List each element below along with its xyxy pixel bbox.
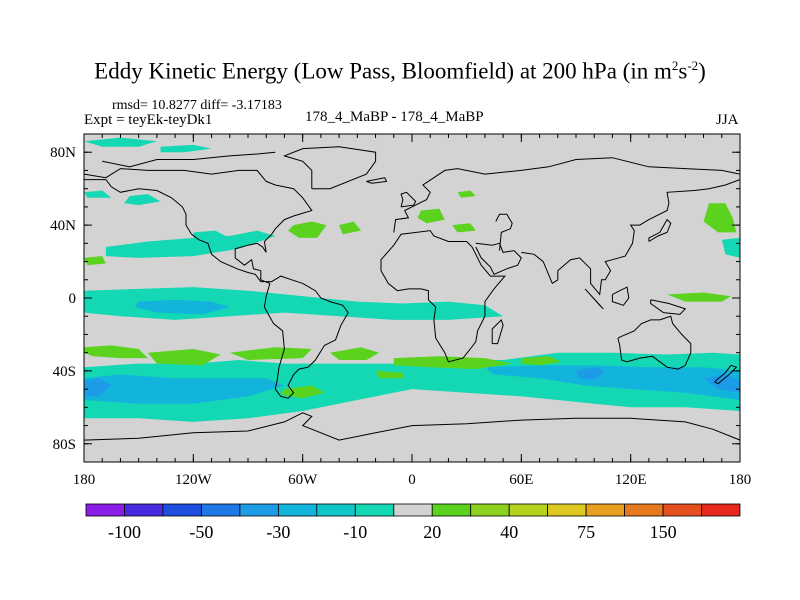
colorbar-label: -50 — [189, 522, 213, 542]
contour-region--20 — [160, 144, 212, 153]
coastline-segment — [611, 286, 630, 306]
contour-region--30 — [135, 299, 230, 315]
y-tick-label: 80N — [50, 145, 76, 161]
contour-region--20 — [193, 230, 230, 242]
colorbar-label: 40 — [500, 522, 518, 542]
colorbar-box — [124, 503, 164, 517]
colorbar-box — [354, 503, 395, 517]
contour-region--20 — [721, 237, 740, 258]
coastline-segment — [491, 318, 504, 345]
colorbar-box — [662, 503, 702, 517]
colorbar-label: -100 — [108, 522, 141, 542]
rmsd-label: rmsd= 10.8277 diff= -3.17183 — [112, 98, 282, 113]
contour-region--40 — [576, 367, 606, 380]
colorbar-box — [624, 503, 664, 517]
axis-ticks: 180 120W 60W 0 60E 120E 180 80N 40N 0 40S 80S — [50, 133, 752, 488]
experiment-label: Expt = teyEk-teyDk1 — [84, 112, 213, 128]
x-tick-label: 120W — [175, 472, 213, 488]
colorbar-label: -30 — [266, 522, 290, 542]
contour-region-20 — [84, 345, 148, 359]
units-exponent-s: -2 — [687, 58, 699, 73]
contour-region-20 — [375, 370, 403, 379]
season-label: JJA — [716, 112, 739, 128]
colorbar: -100 -50 -30 -10 20 40 75 150 — [85, 503, 741, 542]
colorbar-box — [239, 503, 279, 517]
y-tick-label: 40N — [50, 218, 76, 234]
coastlines — [84, 146, 740, 441]
colorbar-box — [162, 503, 202, 517]
x-tick-label: 60E — [509, 472, 533, 488]
coastline-segment — [102, 151, 276, 168]
colorbar-box — [200, 503, 241, 517]
y-tick-label: 40S — [53, 364, 76, 380]
units-s: s — [678, 58, 688, 84]
coastline-segment — [495, 213, 513, 251]
x-tick-label: 60W — [288, 472, 318, 488]
contour-region-20 — [457, 190, 476, 198]
contour-region-20 — [417, 208, 445, 224]
contour-region--20 — [84, 190, 112, 198]
x-tick-label: 180 — [729, 472, 752, 488]
colorbar-box — [508, 503, 549, 517]
contour-region--40 — [84, 378, 112, 397]
colorbar-box — [547, 503, 587, 517]
coastline-segment — [521, 179, 740, 296]
colorbar-label: 150 — [650, 522, 677, 542]
coastline-segment — [648, 218, 672, 242]
contour-region-20 — [703, 203, 737, 233]
y-tick-label: 0 — [69, 291, 77, 307]
coastline-segment — [84, 168, 349, 399]
coastline-segment — [584, 288, 604, 310]
x-tick-label: 180 — [73, 472, 96, 488]
contour-region-20 — [521, 356, 562, 366]
x-tick-label: 0 — [408, 472, 416, 488]
coastline-segment — [84, 412, 740, 441]
colorbar-box — [316, 503, 356, 517]
coastline-segment — [400, 191, 417, 208]
colorbar-box — [585, 503, 625, 517]
contour-region-20 — [330, 347, 380, 360]
colorbar-box — [431, 503, 472, 517]
colorbar-label: 75 — [577, 522, 595, 542]
colorbar-label: 20 — [423, 522, 441, 542]
cases-label: 178_4_MaBP - 178_4_MaBP — [305, 109, 484, 125]
contour-region-20 — [288, 221, 327, 238]
contour-region-20 — [452, 223, 476, 233]
contour-region-20 — [147, 349, 221, 366]
coastline-segment — [475, 242, 522, 275]
contour-region--20 — [105, 230, 276, 258]
contour-region--20 — [84, 137, 157, 147]
colorbar-box — [701, 503, 741, 517]
contour-region--20 — [124, 194, 161, 206]
contour-region-20 — [84, 256, 106, 266]
coastline-segment — [366, 177, 388, 184]
coastline-segment — [393, 157, 740, 233]
coastline-segment — [282, 146, 377, 190]
colorbar-box — [85, 503, 125, 517]
y-tick-label: 80S — [53, 437, 76, 453]
colorbar-box — [277, 503, 318, 517]
contour-fills — [84, 137, 740, 422]
contour-region-20 — [339, 221, 361, 235]
contour-region-20 — [393, 356, 513, 370]
colorbar-box — [470, 503, 510, 517]
contour-region--30 — [84, 374, 285, 404]
chart-title: Eddy Kinetic Energy (Low Pass, Bloomfiel… — [0, 58, 800, 85]
colorbar-label: -10 — [343, 522, 367, 542]
units-exponent-m: 2 — [671, 58, 679, 73]
coastline-segment — [380, 230, 506, 363]
coastline-segment — [714, 364, 738, 385]
chart-title-text: Eddy Kinetic Energy (Low Pass, Bloomfiel… — [94, 58, 672, 84]
contour-region--40 — [703, 374, 740, 393]
coastline-segment — [650, 299, 687, 315]
contour-region-20 — [229, 347, 312, 360]
coastline-segment — [617, 315, 692, 370]
units-close-paren: ) — [698, 58, 706, 84]
x-tick-label: 120E — [615, 472, 647, 488]
contour-region-20 — [667, 292, 731, 302]
colorbar-box — [393, 503, 433, 517]
contour-region--30 — [484, 365, 740, 400]
